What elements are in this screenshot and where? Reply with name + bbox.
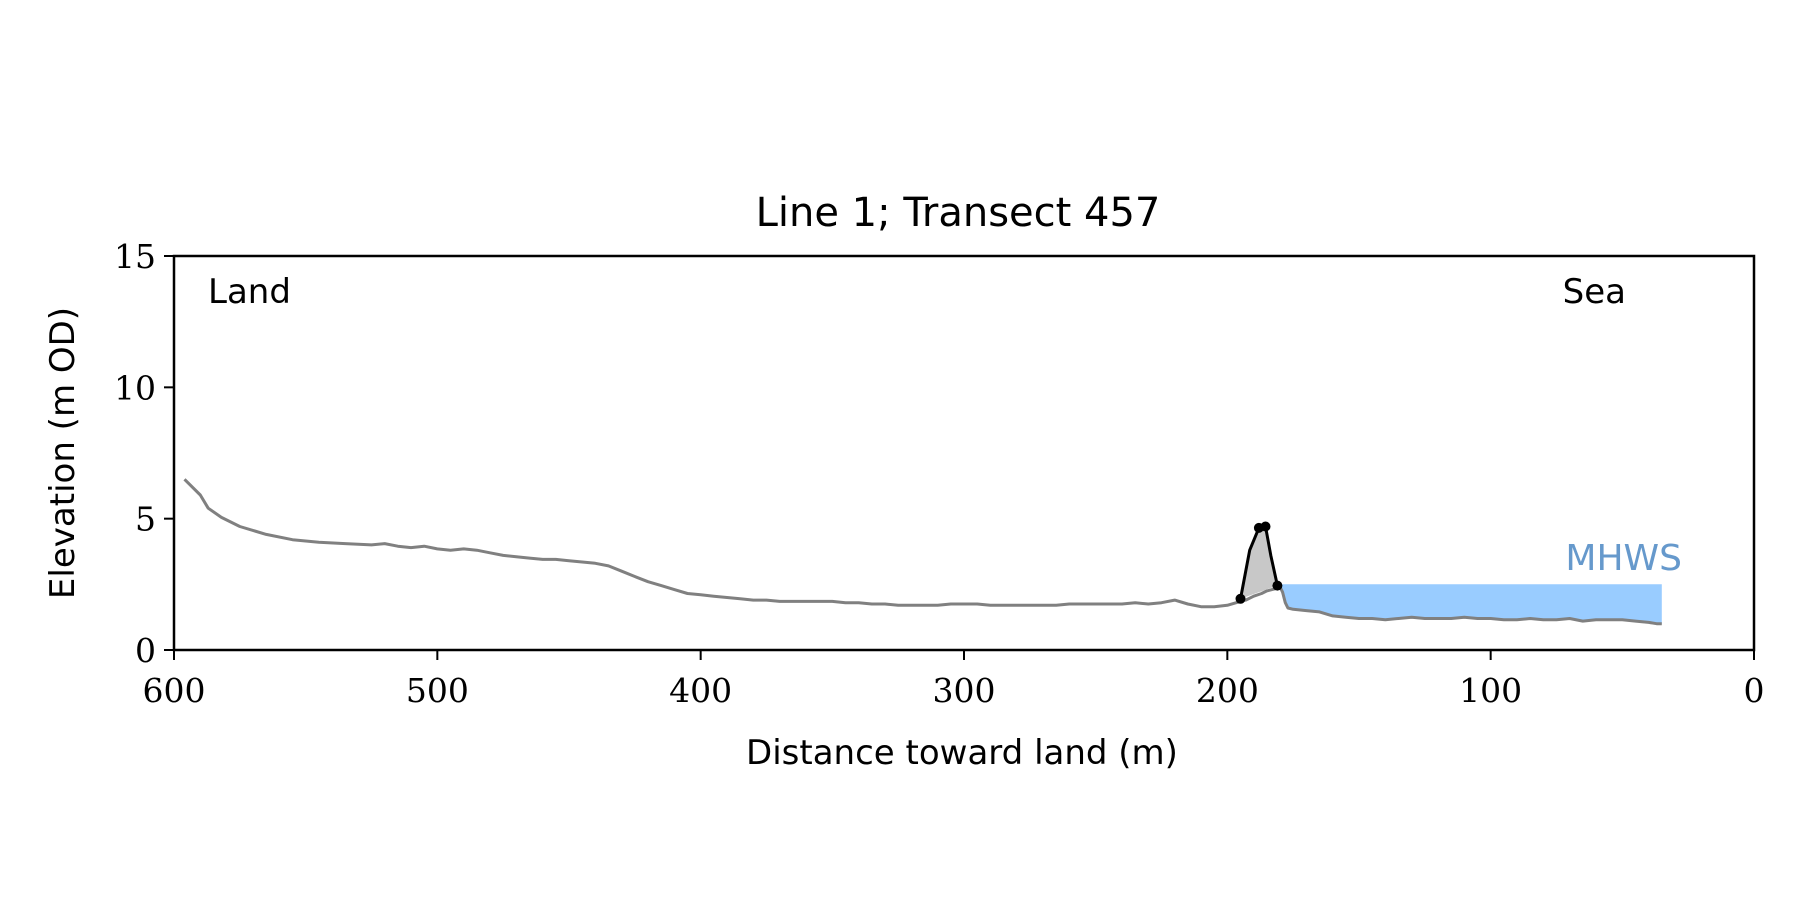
y-tick-label: 10 bbox=[114, 368, 156, 407]
mhws-water-fill bbox=[1280, 584, 1662, 624]
mhws-water-layer bbox=[1280, 584, 1662, 624]
x-tick-label: 600 bbox=[143, 671, 206, 710]
dune-point bbox=[1272, 580, 1283, 591]
profile-line bbox=[183, 478, 1662, 626]
profile-layer bbox=[183, 478, 1662, 626]
x-tick-label: 100 bbox=[1459, 671, 1522, 710]
sea-annotation: Sea bbox=[1563, 272, 1626, 312]
y-tick-label: 0 bbox=[135, 631, 156, 670]
x-tick-label: 200 bbox=[1196, 671, 1259, 710]
x-tick-label: 300 bbox=[933, 671, 996, 710]
x-tick-label: 500 bbox=[406, 671, 469, 710]
y-axis-label: Elevation (m OD) bbox=[43, 307, 83, 599]
dune-point bbox=[1235, 593, 1246, 604]
x-axis-ticks: 600 500 400 300 200 100 0 bbox=[143, 650, 1765, 710]
x-axis-label: Distance toward land (m) bbox=[746, 733, 1178, 773]
dune-layer bbox=[1235, 521, 1283, 604]
x-tick-label: 400 bbox=[669, 671, 732, 710]
y-axis-ticks: 0 5 10 15 bbox=[114, 237, 174, 670]
chart-title: Line 1; Transect 457 bbox=[756, 190, 1161, 236]
y-tick-label: 15 bbox=[114, 237, 156, 276]
y-tick-label: 5 bbox=[135, 500, 156, 539]
mhws-label: MHWS bbox=[1565, 538, 1682, 579]
land-annotation: Land bbox=[208, 272, 291, 312]
dune-point bbox=[1260, 521, 1271, 532]
plot-area bbox=[183, 478, 1662, 626]
x-tick-label: 0 bbox=[1744, 671, 1765, 710]
